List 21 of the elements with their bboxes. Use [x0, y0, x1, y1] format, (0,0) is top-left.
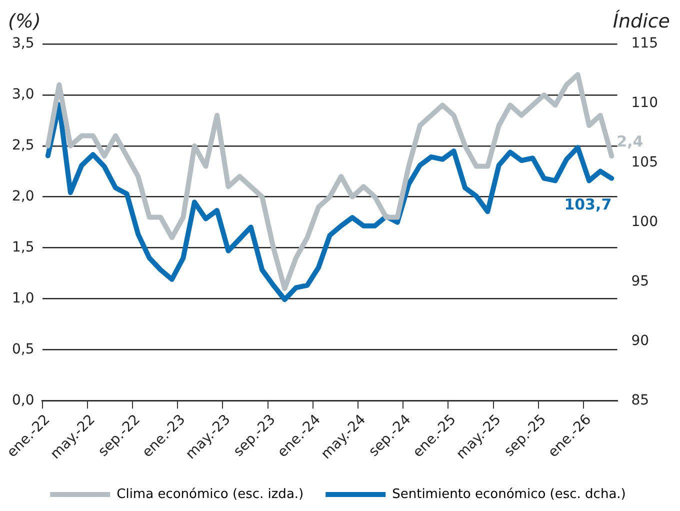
y-tick-label: 2,5: [12, 138, 34, 154]
y-tick-label: 0,5: [12, 341, 34, 358]
y2-tick-label: 95: [631, 273, 650, 290]
data-label: 2,4: [616, 132, 644, 150]
y2-axis-title: Índice: [612, 9, 670, 32]
y2-tick-label: 85: [631, 392, 650, 408]
y-tick-label: 1,0: [12, 290, 34, 306]
y-tick-label: 3,0: [12, 86, 34, 103]
y2-tick-label: 100: [631, 214, 658, 230]
y2-tick-label: 110: [631, 95, 658, 112]
y2-tick-label: 105: [631, 154, 658, 171]
y-tick-label: 0,0: [12, 392, 34, 408]
y-tick-label: 2,0: [12, 188, 34, 204]
y2-tick-label: 115: [631, 36, 658, 52]
legend-label: Sentimiento económico (esc. dcha.): [392, 486, 626, 502]
y-tick-label: 1,5: [12, 239, 34, 256]
data-label: 103,7: [564, 196, 612, 214]
legend-label: Clima económico (esc. izda.): [116, 486, 304, 502]
y-tick-label: 3,5: [12, 36, 34, 52]
y2-tick-label: 90: [631, 332, 650, 349]
y-axis-title: (%): [8, 10, 41, 32]
